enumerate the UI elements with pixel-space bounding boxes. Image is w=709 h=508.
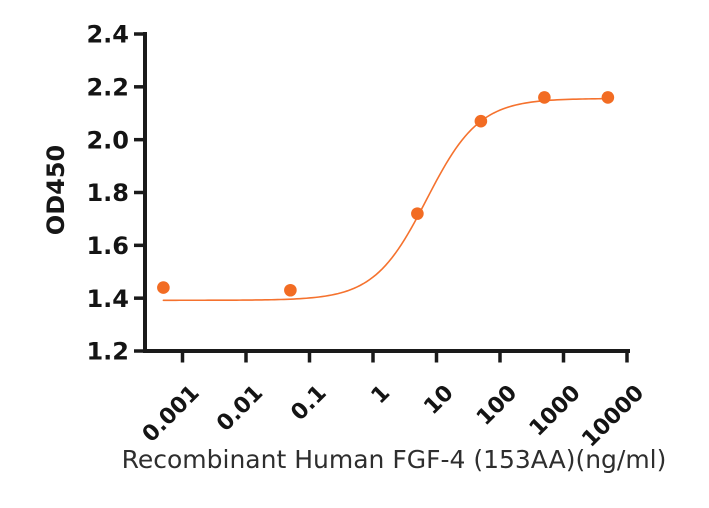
x-tick-label: 0.001: [138, 381, 205, 448]
data-point: [538, 91, 551, 104]
x-tick-label: 1000: [525, 381, 586, 442]
x-tick-label: 10000: [577, 381, 649, 453]
data-point: [284, 283, 297, 297]
x-tick-label: 0.01: [212, 381, 268, 437]
x-tick-label: 10: [419, 381, 458, 420]
plot-area: 1.21.41.61.82.02.22.40.001 0.01 0.1 1 10 100 1…: [86, 21, 649, 453]
data-point: [157, 281, 170, 294]
data-point: [474, 114, 488, 128]
y-tick-label: 2.0: [86, 126, 129, 154]
y-tick-label: 2.2: [86, 74, 129, 102]
fit-curve: [162, 97, 609, 302]
data-point: [411, 207, 424, 220]
y-tick-label: 1.8: [86, 179, 129, 207]
x-tick-label: 1: [367, 381, 396, 410]
x-tick-label: 0.1: [286, 381, 331, 426]
x-axis-title: Recombinant Human FGF-4 (153AA)(ng/ml): [122, 445, 667, 474]
y-tick-label: 1.2: [86, 338, 129, 366]
axis-spine: [143, 32, 630, 353]
y-tick-label: 2.4: [86, 21, 129, 49]
y-axis-title: OD450: [42, 145, 70, 235]
y-tick-label: 1.4: [86, 285, 129, 313]
y-tick-label: 1.6: [86, 232, 129, 260]
data-point: [601, 91, 615, 104]
x-tick-label: 100: [472, 381, 522, 431]
